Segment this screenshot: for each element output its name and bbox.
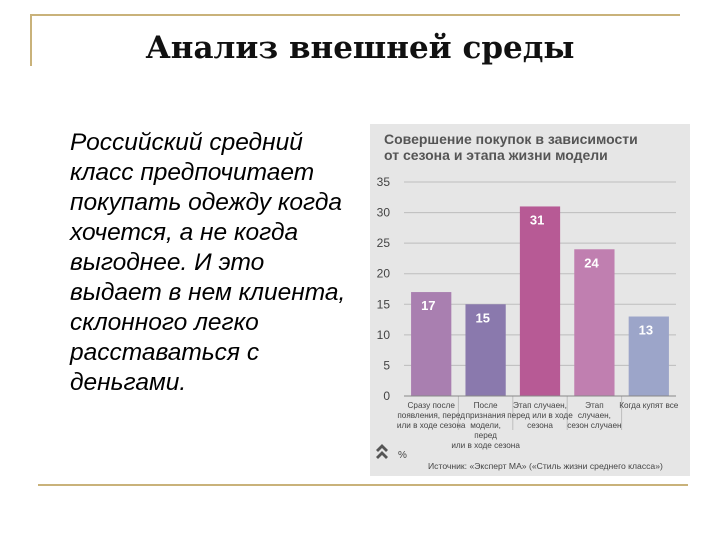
chart-title-line: Совершение покупок в зависимости [384, 131, 638, 147]
bar [574, 249, 615, 396]
category-label: перед [474, 431, 497, 440]
y-tick-label: 20 [377, 267, 391, 281]
data-label: 31 [530, 212, 544, 227]
category-label: признания [466, 411, 506, 420]
y-tick-label: 0 [383, 389, 390, 403]
y-tick-label: 25 [377, 236, 391, 250]
source-label: Источник: «Эксперт МА» («Стиль жизни сре… [428, 461, 663, 471]
category-label: Когда купят все [619, 401, 679, 410]
y-tick-label: 5 [383, 358, 390, 372]
category-label: появления, перед [397, 411, 465, 420]
category-label: сезон случаен [567, 421, 621, 430]
frame-left-line [30, 14, 32, 66]
bar [411, 292, 452, 396]
bar [465, 304, 506, 396]
bar [519, 206, 561, 396]
slide-title: Анализ внешней среды [145, 30, 575, 66]
data-label: 17 [421, 298, 435, 313]
frame-top-line [30, 14, 680, 16]
unit-label: % [398, 450, 407, 461]
category-label: Этап [585, 401, 604, 410]
y-tick-label: 35 [377, 175, 391, 189]
y-tick-label: 15 [377, 297, 391, 311]
chart-title-line: от сезона и этапа жизни модели [384, 147, 608, 163]
category-label: или в ходе сезона [451, 441, 520, 450]
frame-bottom-line [38, 484, 688, 486]
chevron-up-icon [376, 444, 388, 459]
data-label: 13 [639, 323, 653, 338]
y-tick-label: 30 [377, 206, 391, 220]
category-label: или в ходе сезона [397, 421, 466, 430]
chart-panel: Совершение покупок в зависимости от сезон… [370, 124, 690, 476]
y-tick-label: 10 [377, 328, 391, 342]
bar [628, 316, 669, 396]
category-label: случаен, [578, 411, 611, 420]
category-label: модели, [470, 421, 501, 430]
category-label: сезона [527, 421, 553, 430]
category-label: Сразу после [408, 401, 456, 410]
category-label: перед или в ходе [507, 411, 573, 420]
data-label: 15 [475, 310, 489, 325]
data-label: 24 [584, 255, 599, 270]
category-label: Этап случаен, [513, 401, 567, 410]
category-label: После [474, 401, 498, 410]
slide-body-text: Российский средний класс предпочитает по… [70, 129, 346, 396]
